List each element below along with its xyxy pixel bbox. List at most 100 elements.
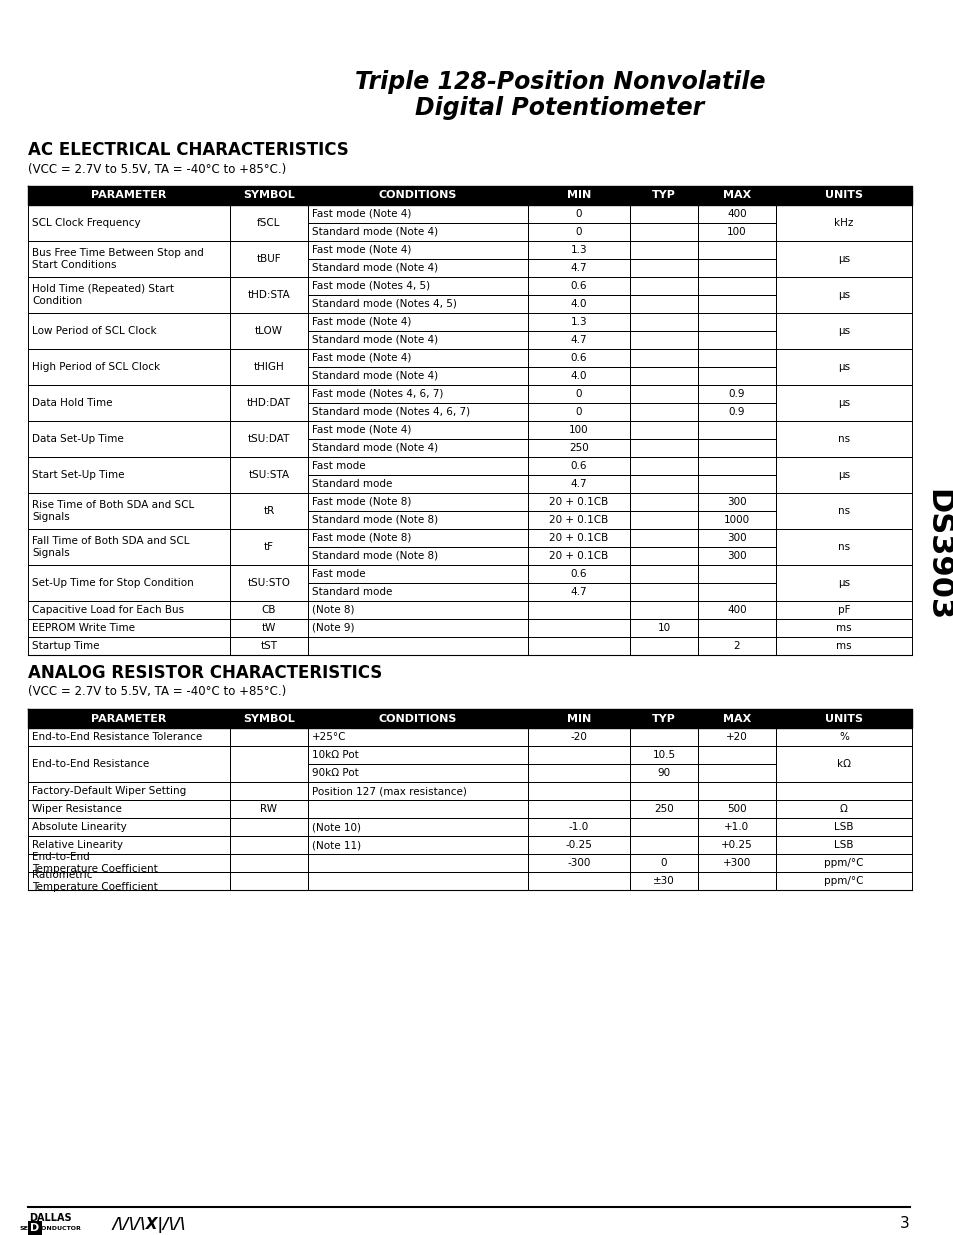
Text: +0.25: +0.25 <box>720 840 752 850</box>
Text: tSU:DAT: tSU:DAT <box>248 433 290 445</box>
Text: Standard mode (Note 8): Standard mode (Note 8) <box>312 515 437 525</box>
Text: 0.6: 0.6 <box>570 569 587 579</box>
Text: TYP: TYP <box>652 190 676 200</box>
Text: Standard mode (Note 4): Standard mode (Note 4) <box>312 227 437 237</box>
Text: Standard mode (Note 4): Standard mode (Note 4) <box>312 263 437 273</box>
Text: ppm/°C: ppm/°C <box>823 858 862 868</box>
Text: Fast mode: Fast mode <box>312 461 365 471</box>
Text: +1.0: +1.0 <box>723 823 749 832</box>
Text: Fast mode (Note 4): Fast mode (Note 4) <box>312 245 411 254</box>
Text: Fast mode: Fast mode <box>312 569 365 579</box>
Text: CONDITIONS: CONDITIONS <box>378 190 456 200</box>
Text: Fast mode (Note 4): Fast mode (Note 4) <box>312 425 411 435</box>
Text: Standard mode (Notes 4, 6, 7): Standard mode (Notes 4, 6, 7) <box>312 408 470 417</box>
Text: Ω: Ω <box>840 804 847 814</box>
Text: High Period of SCL Clock: High Period of SCL Clock <box>32 362 160 372</box>
Text: (Note 10): (Note 10) <box>312 823 360 832</box>
Text: SYMBOL: SYMBOL <box>243 714 294 724</box>
Text: LSB: LSB <box>833 823 853 832</box>
Text: 250: 250 <box>654 804 673 814</box>
Text: -1.0: -1.0 <box>568 823 589 832</box>
Text: Fall Time of Both SDA and SCL
Signals: Fall Time of Both SDA and SCL Signals <box>32 536 190 558</box>
Text: CB: CB <box>261 605 276 615</box>
Text: 2: 2 <box>733 641 740 651</box>
Text: kΩ: kΩ <box>836 760 850 769</box>
Text: fSCL: fSCL <box>257 219 280 228</box>
Text: 1.3: 1.3 <box>570 317 587 327</box>
Text: tHD:DAT: tHD:DAT <box>247 398 291 408</box>
Text: EEPROM Write Time: EEPROM Write Time <box>32 622 135 634</box>
Text: tW: tW <box>261 622 276 634</box>
Text: Fast mode (Note 4): Fast mode (Note 4) <box>312 209 411 219</box>
Text: Ratiometric
Temperature Coefficient: Ratiometric Temperature Coefficient <box>32 871 157 892</box>
Text: AC ELECTRICAL CHARACTERISTICS: AC ELECTRICAL CHARACTERISTICS <box>28 141 349 159</box>
Text: +300: +300 <box>722 858 750 868</box>
Text: tSU:STO: tSU:STO <box>247 578 291 588</box>
Text: -20: -20 <box>570 732 587 742</box>
Text: Position 127 (max resistance): Position 127 (max resistance) <box>312 785 466 797</box>
Text: kHz: kHz <box>834 219 853 228</box>
Text: LSB: LSB <box>833 840 853 850</box>
Text: 400: 400 <box>726 605 746 615</box>
Text: tST: tST <box>260 641 277 651</box>
Text: (VCC = 2.7V to 5.5V, TA = -40°C to +85°C.): (VCC = 2.7V to 5.5V, TA = -40°C to +85°C… <box>28 163 286 175</box>
Text: CONDITIONS: CONDITIONS <box>378 714 456 724</box>
Text: Factory-Default Wiper Setting: Factory-Default Wiper Setting <box>32 785 186 797</box>
Text: UNITS: UNITS <box>824 190 862 200</box>
Text: (Note 8): (Note 8) <box>312 605 355 615</box>
Text: Fast mode (Note 8): Fast mode (Note 8) <box>312 496 411 508</box>
Text: -300: -300 <box>567 858 590 868</box>
Text: SEMICONDUCTOR: SEMICONDUCTOR <box>19 1226 81 1231</box>
Text: PARAMETER: PARAMETER <box>91 190 167 200</box>
Text: %: % <box>839 732 848 742</box>
Text: tF: tF <box>264 542 274 552</box>
Text: 300: 300 <box>726 534 746 543</box>
Text: 0: 0 <box>576 389 581 399</box>
Text: Hold Time (Repeated) Start
Condition: Hold Time (Repeated) Start Condition <box>32 284 173 306</box>
Text: 500: 500 <box>726 804 746 814</box>
Text: /\/\/\X|/\/\: /\/\/\X|/\/\ <box>112 1216 186 1233</box>
Text: SYMBOL: SYMBOL <box>243 190 294 200</box>
Text: 0: 0 <box>576 408 581 417</box>
Text: pF: pF <box>837 605 849 615</box>
Text: SCL Clock Frequency: SCL Clock Frequency <box>32 219 140 228</box>
Text: MAX: MAX <box>722 190 750 200</box>
Text: Absolute Linearity: Absolute Linearity <box>32 823 127 832</box>
Text: Fast mode (Note 4): Fast mode (Note 4) <box>312 317 411 327</box>
Text: 4.0: 4.0 <box>570 299 587 309</box>
Text: tHIGH: tHIGH <box>253 362 284 372</box>
Text: 10.5: 10.5 <box>652 750 675 760</box>
Text: 0.6: 0.6 <box>570 282 587 291</box>
Text: 100: 100 <box>726 227 746 237</box>
Text: 10: 10 <box>657 622 670 634</box>
Text: End-to-End
Temperature Coefficient: End-to-End Temperature Coefficient <box>32 852 157 874</box>
Text: 1000: 1000 <box>723 515 749 525</box>
Text: 20 + 0.1CB: 20 + 0.1CB <box>549 515 608 525</box>
Text: μs: μs <box>837 578 849 588</box>
Text: 300: 300 <box>726 551 746 561</box>
Text: tR: tR <box>263 506 274 516</box>
Text: 0: 0 <box>576 227 581 237</box>
Text: 0.9: 0.9 <box>728 408 744 417</box>
Text: DS3903: DS3903 <box>923 489 951 621</box>
Text: μs: μs <box>837 362 849 372</box>
Text: ms: ms <box>836 641 851 651</box>
Text: +25°C: +25°C <box>312 732 346 742</box>
Text: MIN: MIN <box>566 714 591 724</box>
Text: 4.0: 4.0 <box>570 370 587 382</box>
Text: Triple 128-Position Nonvolatile: Triple 128-Position Nonvolatile <box>355 70 764 94</box>
Text: ANALOG RESISTOR CHARACTERISTICS: ANALOG RESISTOR CHARACTERISTICS <box>28 664 382 682</box>
Text: 90: 90 <box>657 768 670 778</box>
Text: Data Set-Up Time: Data Set-Up Time <box>32 433 124 445</box>
Text: μs: μs <box>837 254 849 264</box>
Text: tLOW: tLOW <box>254 326 283 336</box>
Text: Fast mode (Notes 4, 5): Fast mode (Notes 4, 5) <box>312 282 430 291</box>
Text: 4.7: 4.7 <box>570 263 587 273</box>
Text: UNITS: UNITS <box>824 714 862 724</box>
Text: (VCC = 2.7V to 5.5V, TA = -40°C to +85°C.): (VCC = 2.7V to 5.5V, TA = -40°C to +85°C… <box>28 685 286 699</box>
Text: 0.6: 0.6 <box>570 353 587 363</box>
Text: tSU:STA: tSU:STA <box>248 471 290 480</box>
Text: 20 + 0.1CB: 20 + 0.1CB <box>549 534 608 543</box>
Text: Startup Time: Startup Time <box>32 641 99 651</box>
Text: Standard mode: Standard mode <box>312 587 392 597</box>
